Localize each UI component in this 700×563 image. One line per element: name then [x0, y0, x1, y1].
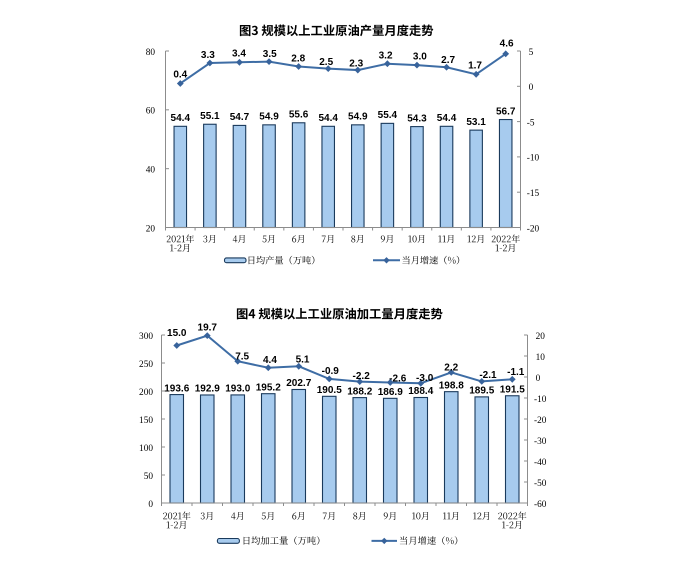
svg-text:0: 0 — [529, 83, 534, 93]
svg-text:-10: -10 — [534, 395, 547, 405]
svg-text:80: 80 — [146, 48, 156, 58]
svg-text:-15: -15 — [527, 189, 540, 199]
svg-text:20: 20 — [146, 224, 156, 234]
svg-text:193.6: 193.6 — [164, 383, 189, 394]
svg-text:191.5: 191.5 — [500, 384, 525, 395]
svg-text:-2.1: -2.1 — [479, 370, 497, 381]
svg-text:192.9: 192.9 — [195, 384, 220, 395]
svg-text:54.3: 54.3 — [407, 113, 427, 124]
svg-text:-30: -30 — [534, 437, 547, 447]
svg-text:50: 50 — [144, 472, 154, 482]
svg-text:-20: -20 — [534, 416, 547, 426]
svg-text:1.7: 1.7 — [468, 61, 482, 72]
svg-text:60: 60 — [146, 107, 156, 117]
svg-text:15.0: 15.0 — [167, 328, 187, 339]
svg-text:54.9: 54.9 — [259, 112, 279, 123]
svg-text:3.0: 3.0 — [413, 51, 427, 62]
svg-text:200: 200 — [139, 388, 153, 398]
svg-text:100: 100 — [139, 444, 153, 454]
svg-text:188.2: 188.2 — [347, 386, 372, 397]
svg-text:4.6: 4.6 — [500, 39, 514, 50]
svg-text:190.5: 190.5 — [317, 385, 342, 396]
svg-text:54.4: 54.4 — [437, 113, 457, 124]
svg-text:-3.0: -3.0 — [416, 373, 434, 384]
svg-text:5: 5 — [529, 48, 534, 58]
svg-text:55.1: 55.1 — [200, 111, 220, 122]
svg-text:193.0: 193.0 — [225, 384, 250, 395]
svg-text:202.7: 202.7 — [286, 378, 311, 389]
svg-text:-5: -5 — [527, 118, 535, 128]
svg-text:189.5: 189.5 — [469, 386, 494, 397]
svg-text:-50: -50 — [534, 479, 547, 489]
svg-text:54.9: 54.9 — [348, 112, 368, 123]
svg-text:0: 0 — [148, 500, 153, 510]
svg-text:54.4: 54.4 — [171, 113, 191, 124]
svg-text:-2.2: -2.2 — [353, 371, 371, 382]
svg-text:300: 300 — [139, 332, 153, 342]
svg-text:7.5: 7.5 — [235, 351, 249, 362]
svg-text:-1.1: -1.1 — [507, 367, 525, 378]
svg-text:19.7: 19.7 — [198, 323, 218, 334]
svg-text:4.4: 4.4 — [263, 355, 277, 366]
svg-text:-10: -10 — [527, 154, 540, 164]
svg-text:2.3: 2.3 — [349, 58, 363, 69]
svg-text:2.2: 2.2 — [444, 363, 458, 374]
svg-text:-0.9: -0.9 — [322, 366, 340, 377]
svg-text:55.4: 55.4 — [378, 110, 398, 121]
svg-text:0: 0 — [536, 374, 541, 384]
svg-text:-40: -40 — [534, 458, 547, 468]
svg-text:54.4: 54.4 — [318, 113, 338, 124]
svg-text:2.8: 2.8 — [291, 53, 305, 64]
svg-text:5.1: 5.1 — [296, 354, 310, 365]
svg-text:40: 40 — [146, 165, 156, 175]
svg-text:20: 20 — [536, 332, 546, 342]
svg-text:3.4: 3.4 — [232, 48, 246, 59]
svg-text:2.7: 2.7 — [441, 55, 455, 66]
svg-text:-20: -20 — [527, 224, 540, 234]
svg-text:55.6: 55.6 — [289, 110, 309, 121]
svg-text:150: 150 — [139, 416, 153, 426]
svg-text:3.5: 3.5 — [263, 49, 277, 60]
svg-text:10: 10 — [536, 353, 546, 363]
svg-text:2.5: 2.5 — [319, 57, 333, 68]
svg-text:53.1: 53.1 — [466, 117, 486, 128]
svg-text:186.9: 186.9 — [378, 387, 403, 398]
svg-text:198.8: 198.8 — [439, 380, 464, 391]
svg-text:-2.6: -2.6 — [389, 374, 407, 385]
svg-text:0.4: 0.4 — [173, 70, 187, 81]
svg-text:195.2: 195.2 — [256, 382, 281, 393]
svg-text:54.7: 54.7 — [230, 112, 250, 123]
svg-text:-60: -60 — [534, 500, 547, 510]
svg-text:56.7: 56.7 — [496, 106, 516, 117]
svg-text:3.2: 3.2 — [379, 51, 393, 62]
svg-text:3.3: 3.3 — [201, 50, 215, 61]
svg-text:250: 250 — [139, 360, 153, 370]
svg-text:188.4: 188.4 — [408, 386, 433, 397]
